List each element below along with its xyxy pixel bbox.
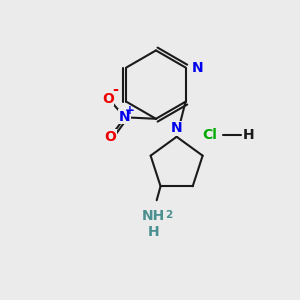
Text: H: H	[147, 225, 159, 239]
Text: 2: 2	[166, 210, 173, 220]
Text: Cl: Cl	[202, 128, 217, 142]
Text: N: N	[171, 121, 182, 135]
Text: N: N	[192, 61, 204, 74]
Text: O: O	[104, 130, 116, 144]
Text: N: N	[119, 110, 130, 124]
Text: NH: NH	[142, 208, 165, 223]
Text: +: +	[125, 104, 135, 117]
Text: H: H	[242, 128, 254, 142]
Text: O: O	[102, 92, 114, 106]
Text: -: -	[112, 82, 118, 98]
